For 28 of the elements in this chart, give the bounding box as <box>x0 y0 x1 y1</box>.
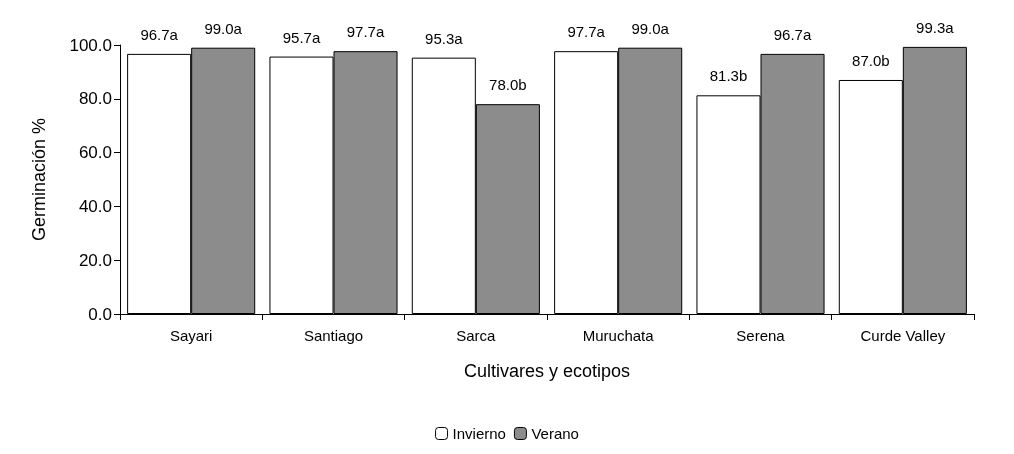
x-tick-label: Sarca <box>456 327 497 344</box>
x-tick-label: Serena <box>736 327 786 344</box>
legend-label: Verano <box>531 425 579 442</box>
data-label: 96.7a <box>140 25 179 43</box>
y-tick-label: 80.0 <box>78 89 112 109</box>
data-label: 97.7a <box>346 23 385 41</box>
data-label: 81.3b <box>709 67 748 85</box>
data-label: 87.0b <box>852 51 890 69</box>
data-label: 99.0a <box>631 19 670 37</box>
x-tick-label: Muruchata <box>582 327 655 344</box>
y-tick-label: 40.0 <box>78 196 112 216</box>
x-axis-title: Cultivares y ecotipos <box>463 361 631 381</box>
x-tick-label: Curde Valley <box>860 327 946 344</box>
data-label: 95.3a <box>425 29 464 47</box>
x-tick-label: Sayari <box>169 327 213 344</box>
data-label: 97.7a <box>567 23 606 41</box>
data-label: 96.7a <box>773 25 812 43</box>
y-axis-title: Germinación % <box>29 117 49 242</box>
y-tick-label: 100.0 <box>69 35 112 55</box>
data-label: 95.7a <box>282 28 321 46</box>
legend-label: Invierno <box>452 425 506 442</box>
y-tick-label: 60.0 <box>78 143 112 163</box>
y-tick-label: 20.0 <box>78 250 112 270</box>
y-tick-label: 0.0 <box>88 304 112 324</box>
data-label: 78.0b <box>489 76 527 94</box>
x-tick-label: Santiago <box>303 327 364 344</box>
data-label: 99.3a <box>916 18 955 36</box>
data-label: 99.0a <box>204 19 243 37</box>
